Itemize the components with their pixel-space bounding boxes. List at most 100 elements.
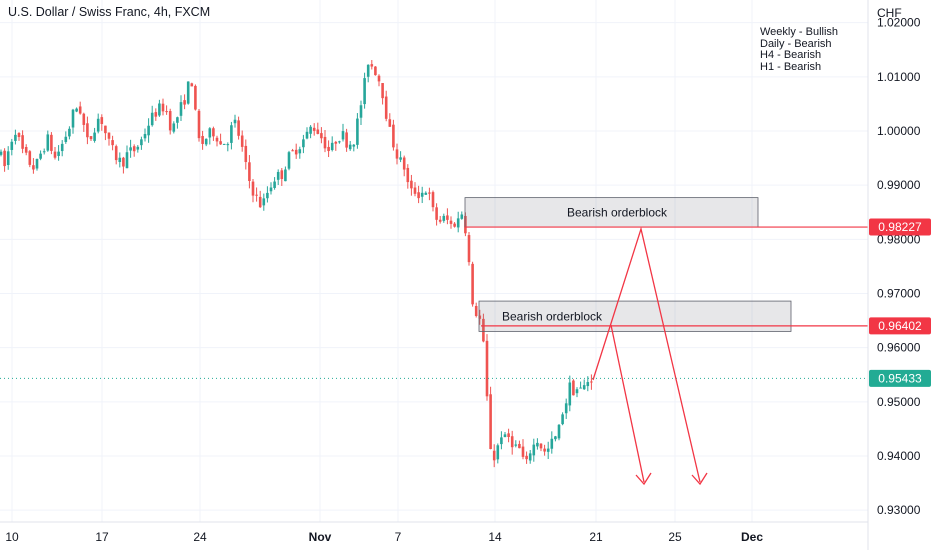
candle xyxy=(269,182,273,195)
time-tick-label: 21 xyxy=(589,530,603,544)
candle-body xyxy=(287,152,291,169)
candle-body xyxy=(201,135,204,144)
candle-body xyxy=(136,146,140,150)
candle xyxy=(230,121,233,150)
candle-body xyxy=(17,133,21,138)
candle-body xyxy=(330,142,334,151)
candle-body xyxy=(323,136,327,149)
candle xyxy=(212,126,215,141)
candle-body xyxy=(338,141,341,143)
candle xyxy=(89,136,93,141)
candle-body xyxy=(114,146,118,161)
candle-body xyxy=(554,436,557,440)
candle-body xyxy=(86,123,89,138)
candle xyxy=(154,108,158,121)
candle xyxy=(222,143,226,145)
price-tick-label: 0.96000 xyxy=(877,341,921,355)
candle-body xyxy=(298,149,302,154)
candle xyxy=(496,443,500,464)
candle-body xyxy=(89,136,93,140)
candle xyxy=(377,74,381,87)
candle-body xyxy=(575,389,579,394)
candle xyxy=(554,435,557,442)
candle xyxy=(46,130,50,152)
candle-body xyxy=(478,315,482,319)
candle-body xyxy=(590,381,593,383)
projection-path[interactable] xyxy=(592,226,701,483)
candle xyxy=(284,166,287,182)
candle xyxy=(258,190,262,208)
candle xyxy=(6,146,10,170)
candle xyxy=(528,449,532,464)
price-tag-box xyxy=(869,369,931,387)
projection-arrow-line[interactable] xyxy=(610,324,645,483)
candle-body xyxy=(248,162,251,181)
candle xyxy=(525,451,528,464)
orderblocks[interactable]: Bearish orderblock Bearish orderblock xyxy=(464,197,792,332)
candle-body xyxy=(413,187,417,194)
candle-body xyxy=(64,136,68,142)
candle-body xyxy=(460,214,464,219)
candle-body xyxy=(176,117,179,123)
candle xyxy=(172,121,176,134)
candle xyxy=(248,155,251,189)
candle xyxy=(417,185,420,204)
candle xyxy=(129,139,132,158)
candle-body xyxy=(233,119,237,124)
candle-body xyxy=(165,111,168,113)
candle-body xyxy=(345,132,348,148)
candle xyxy=(309,125,312,139)
candle xyxy=(453,222,456,228)
candle xyxy=(446,208,449,225)
note-daily: Daily - Bearish xyxy=(760,37,832,50)
candle-body xyxy=(266,192,269,199)
price-tag-box xyxy=(869,317,931,335)
candle-body xyxy=(510,436,514,448)
candle-body xyxy=(204,138,208,145)
candle-body xyxy=(82,113,86,125)
candle-body xyxy=(158,103,161,116)
horizontal-lines[interactable] xyxy=(0,226,868,379)
candle xyxy=(572,379,575,396)
candle xyxy=(215,135,219,147)
candle-body xyxy=(305,131,309,139)
candle xyxy=(17,132,21,141)
candle-body xyxy=(118,157,122,163)
candle-body xyxy=(186,81,190,104)
candle-body xyxy=(392,124,395,148)
candle xyxy=(118,152,122,168)
price-tag-label: 0.95433 xyxy=(878,371,922,385)
candle-body xyxy=(183,100,186,105)
candle xyxy=(201,130,204,150)
projection-arrows[interactable] xyxy=(592,226,708,486)
candle-body xyxy=(208,128,212,138)
price-tick-label: 0.99000 xyxy=(877,178,921,192)
candle-body xyxy=(485,340,489,397)
candle-body xyxy=(140,139,143,146)
candle-body xyxy=(356,118,359,145)
candle xyxy=(78,101,82,115)
price-tick-label: 0.97000 xyxy=(877,287,921,301)
candle-body xyxy=(143,133,147,139)
candle-body xyxy=(316,129,320,134)
candle-body xyxy=(402,157,406,170)
candle xyxy=(575,387,579,398)
candle xyxy=(384,90,388,122)
bearish-orderblock-box[interactable] xyxy=(464,197,759,228)
candle xyxy=(316,122,320,135)
candle-body xyxy=(446,215,449,220)
candle xyxy=(147,118,150,143)
candle xyxy=(82,112,86,132)
candle-body xyxy=(215,137,219,142)
candle-body xyxy=(381,83,384,99)
candle xyxy=(482,313,485,343)
price-tag-label: 0.96402 xyxy=(878,319,922,333)
candle-body xyxy=(96,118,100,132)
candle xyxy=(226,142,230,152)
candle-body xyxy=(111,140,114,146)
candle xyxy=(132,144,136,157)
candle xyxy=(0,149,3,157)
candle xyxy=(161,98,165,116)
